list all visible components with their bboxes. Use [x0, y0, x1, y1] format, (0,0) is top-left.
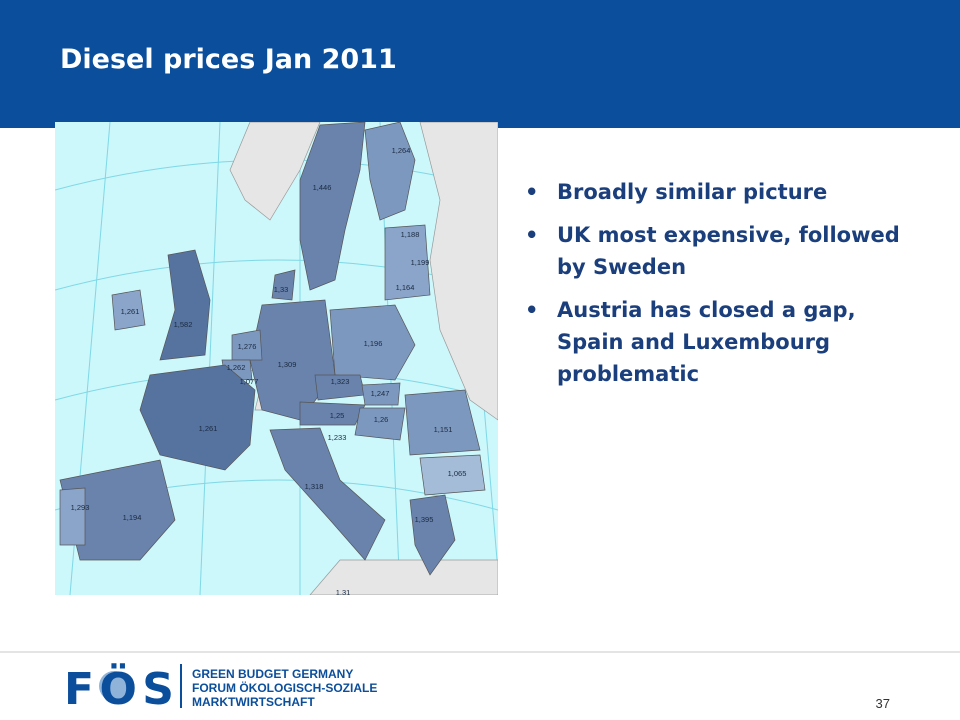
bullet: UK most expensive, followed by Sweden	[525, 219, 905, 283]
price-label: 1,164	[396, 283, 415, 292]
header-band: Diesel prices Jan 2011	[0, 0, 960, 128]
slide-title: Diesel prices Jan 2011	[60, 44, 397, 75]
bullet: Austria has closed a gap, Spain and Luxe…	[525, 294, 905, 390]
price-label: 1,261	[199, 424, 218, 433]
bullet: Broadly similar picture	[525, 176, 905, 208]
price-label: 1,323	[331, 377, 350, 386]
price-label: 1,261	[121, 307, 140, 316]
org-line: GREEN BUDGET GERMANY	[192, 667, 353, 681]
price-label: 1,194	[123, 513, 142, 522]
price-label: 1,582	[174, 320, 193, 329]
map: 1,264 1,446 1,188 1,199 1,164 1,33 1,261 1,582 1…	[55, 122, 498, 597]
price-label: 1,446	[313, 183, 332, 192]
bullet-list: Broadly similar picture UK most expensive…	[525, 176, 905, 401]
price-label: 1,077	[240, 377, 259, 386]
price-label: 1,264	[392, 146, 411, 155]
price-label: 1,247	[371, 389, 390, 398]
price-label: 1,151	[434, 425, 453, 434]
logo-text: FÖS	[64, 662, 174, 715]
price-label: 1,262	[227, 363, 246, 372]
price-label: 1,276	[238, 342, 257, 351]
price-label: 1,233	[328, 433, 347, 442]
price-label: 1,395	[415, 515, 434, 524]
price-label: 1,293	[71, 503, 90, 512]
logo-globe	[99, 671, 129, 701]
price-label: 1,26	[374, 415, 389, 424]
price-label: 1,065	[448, 469, 467, 478]
map-labels: 1,264 1,446 1,188 1,199 1,164 1,33 1,261 1,582 1…	[71, 146, 467, 597]
org-line: MARKTWIRTSCHAFT	[192, 695, 315, 709]
page-number: 37	[876, 696, 890, 711]
price-label: 1,25	[330, 411, 345, 420]
price-label: 1,199	[411, 258, 430, 267]
price-label: 1,33	[274, 285, 289, 294]
org-line: FORUM ÖKOLOGISCH-SOZIALE	[192, 680, 377, 695]
price-label: 1,188	[401, 230, 420, 239]
price-label: 1,309	[278, 360, 297, 369]
price-label: 1,318	[305, 482, 324, 491]
price-label: 1,196	[364, 339, 383, 348]
price-label: 1,31	[336, 588, 351, 597]
